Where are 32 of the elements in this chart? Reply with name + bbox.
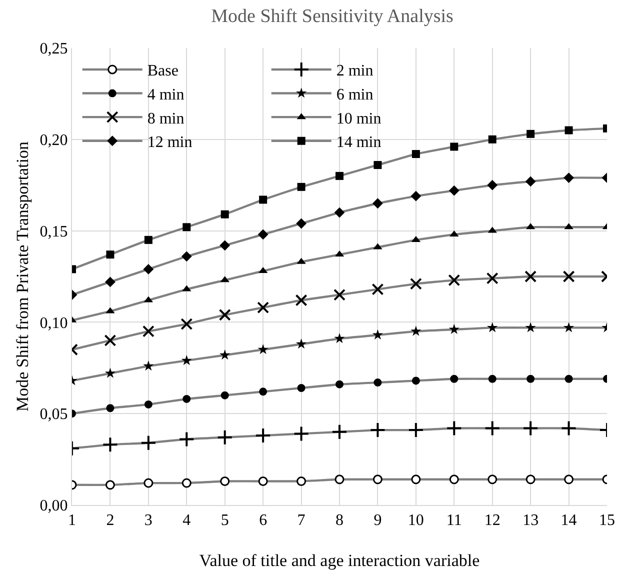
y-tick-label: 0,10 <box>40 314 68 332</box>
legend-label: 14 min <box>336 134 382 152</box>
legend-label: 6 min <box>336 86 374 104</box>
x-tick-label: 4 <box>182 512 191 530</box>
x-tick-label: 6 <box>259 512 268 530</box>
x-tick-label: 12 <box>484 512 500 530</box>
legend-label: 2 min <box>336 62 374 80</box>
y-tick-label: 0,05 <box>40 406 68 424</box>
x-tick-label: 10 <box>408 512 424 530</box>
x-tick-label: 5 <box>220 512 229 530</box>
x-tick-label: 7 <box>297 512 306 530</box>
legend-label: 4 min <box>147 86 184 104</box>
chart-title: Mode Shift Sensitivity Analysis <box>211 6 454 27</box>
legend-label: 10 min <box>336 110 382 128</box>
y-tick-label: 0,20 <box>40 132 68 149</box>
x-tick-label: 9 <box>374 512 382 530</box>
y-tick-label: 0,15 <box>40 223 68 240</box>
legend-label: 12 min <box>147 134 192 152</box>
x-tick-label: 2 <box>106 512 114 530</box>
y-tick-label: 0,00 <box>40 498 68 515</box>
y-tick-label: 0,25 <box>40 40 68 58</box>
x-tick-label: 11 <box>446 512 462 530</box>
x-tick-label: 13 <box>522 512 539 530</box>
x-tick-label: 15 <box>599 512 615 530</box>
y-axis-title: Mode Shift from Private Transportation <box>13 140 32 412</box>
x-tick-label: 3 <box>144 512 152 530</box>
legend-label: Base <box>147 62 178 80</box>
x-axis-title: Value of title and age interaction variable <box>199 551 480 570</box>
legend-label: 8 min <box>147 110 184 128</box>
x-tick-label: 14 <box>560 512 577 530</box>
x-tick-label: 1 <box>68 512 76 530</box>
x-tick-label: 8 <box>336 512 344 530</box>
